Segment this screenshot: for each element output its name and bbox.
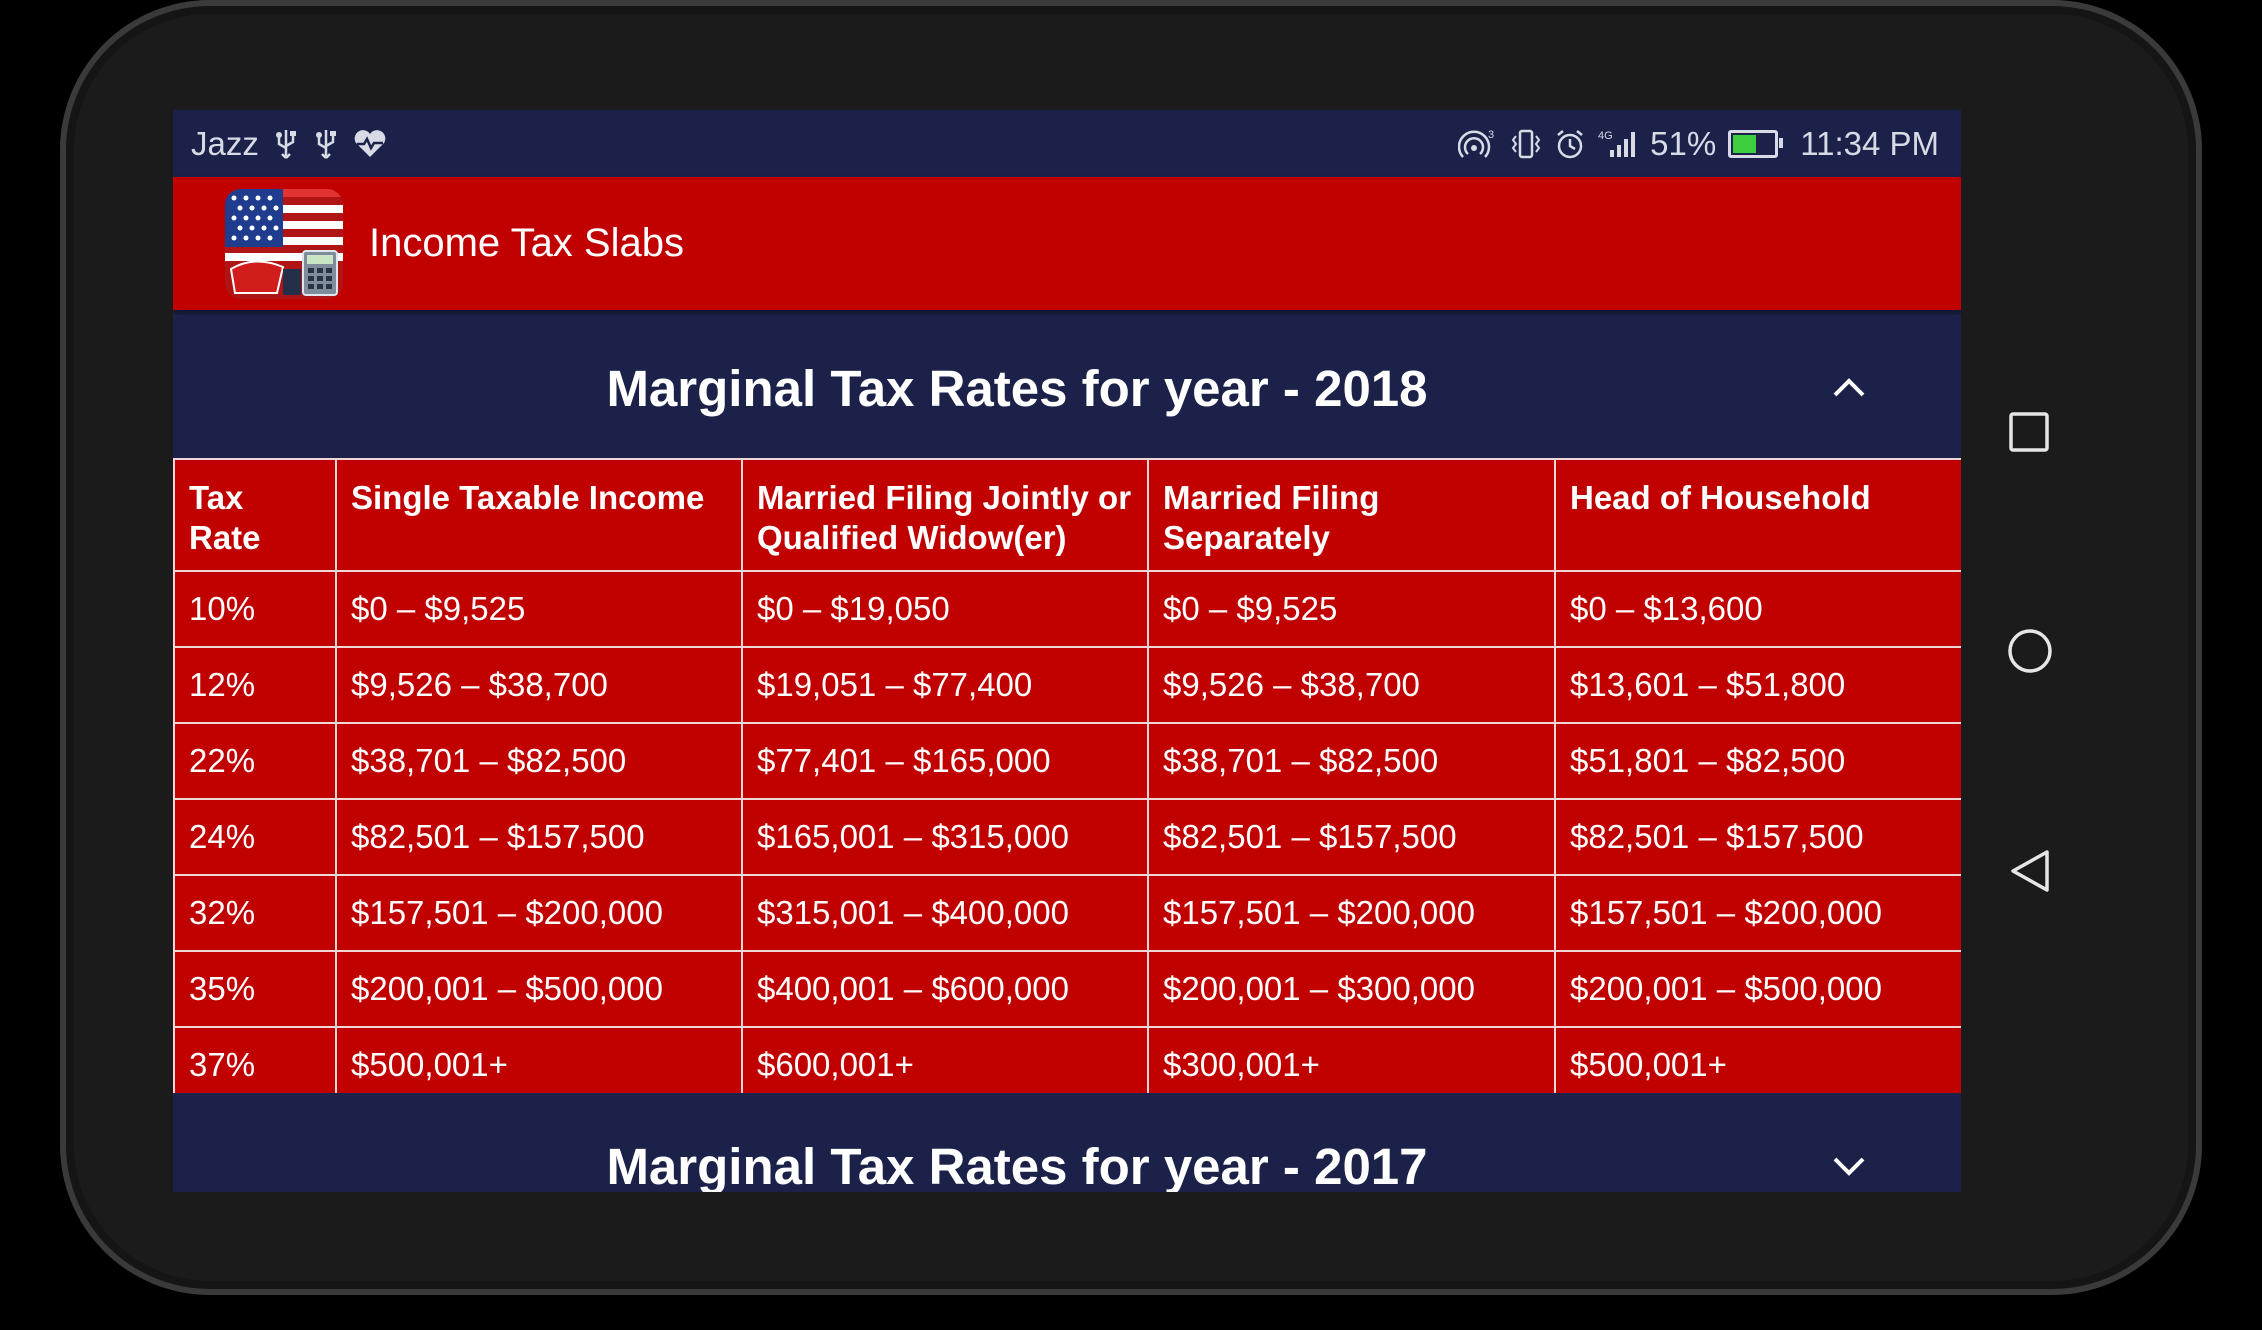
table-cell: 37% [173,1026,337,1104]
table-cell: 35% [173,950,337,1028]
header-single: Single Taxable Income [335,458,743,572]
chevron-up-icon[interactable] [1829,367,1869,407]
table-cell: $157,501 – $200,000 [1554,874,1961,952]
table-row: 35% $200,001 – $500,000 $400,001 – $600,… [173,950,1961,1028]
table-cell: $13,601 – $51,800 [1554,646,1961,724]
table-cell: $200,001 – $500,000 [1554,950,1961,1028]
clock: 11:34 PM [1800,125,1939,162]
header-tax-rate: Tax Rate [173,458,337,572]
table-cell: $9,526 – $38,700 [335,646,743,724]
table-row: 10% $0 – $9,525 $0 – $19,050 $0 – $9,525… [173,570,1961,648]
table-cell: $400,001 – $600,000 [741,950,1149,1028]
battery-icon [1728,130,1784,158]
section-title: Marginal Tax Rates for year - 2018 [606,360,1428,417]
header-married-jointly: Married Filing Jointly or Qualified Wido… [741,458,1149,572]
signal-icon: 4G [1598,127,1638,161]
chevron-down-icon[interactable] [1829,1145,1869,1185]
table-cell: 10% [173,570,337,648]
table-row: 32% $157,501 – $200,000 $315,001 – $400,… [173,874,1961,952]
app-bar: Income Tax Slabs [173,177,1961,310]
table-cell: $500,001+ [335,1026,743,1104]
battery-percent: 51% [1650,125,1717,162]
table-header-row: Tax Rate Single Taxable Income Married F… [173,458,1961,572]
table-cell: $82,501 – $157,500 [335,798,743,876]
table-cell: 12% [173,646,337,724]
alarm-icon [1554,127,1586,161]
table-cell: $38,701 – $82,500 [1147,722,1556,800]
table-cell: $315,001 – $400,000 [741,874,1149,952]
hotspot-icon: 3 [1458,127,1498,161]
table-cell: $9,526 – $38,700 [1147,646,1556,724]
table-cell: $51,801 – $82,500 [1554,722,1961,800]
table-cell: $0 – $19,050 [741,570,1149,648]
table-cell: $77,401 – $165,000 [741,722,1149,800]
table-cell: $200,001 – $300,000 [1147,950,1556,1028]
section-header-2017[interactable]: Marginal Tax Rates for year - 2017 [173,1093,1961,1192]
navigation-bar [1962,110,2092,1192]
table-cell: $19,051 – $77,400 [741,646,1149,724]
recents-button[interactable] [2007,410,2051,459]
status-bar: Jazz 3 4G 51% [173,110,1961,177]
screen: Jazz 3 4G 51% [173,110,1961,1192]
table-cell: 24% [173,798,337,876]
table-cell: $157,501 – $200,000 [335,874,743,952]
usb-icon [273,127,299,161]
app-title: Income Tax Slabs [369,221,684,265]
app-logo [225,189,343,299]
table-cell: 32% [173,874,337,952]
back-button[interactable] [2007,848,2053,899]
table-cell: $600,001+ [741,1026,1149,1104]
table-cell: $165,001 – $315,000 [741,798,1149,876]
table-cell: $157,501 – $200,000 [1147,874,1556,952]
table-cell: $0 – $9,525 [1147,570,1556,648]
table-cell: $200,001 – $500,000 [335,950,743,1028]
table-cell: $38,701 – $82,500 [335,722,743,800]
table-cell: $0 – $9,525 [335,570,743,648]
table-cell: 22% [173,722,337,800]
section-title: Marginal Tax Rates for year - 2017 [606,1138,1428,1192]
svg-text:4G: 4G [1598,130,1613,142]
carrier-name: Jazz [191,125,259,162]
heart-rate-icon [353,127,387,161]
table-row: 12% $9,526 – $38,700 $19,051 – $77,400 $… [173,646,1961,724]
header-married-separately: Married Filing Separately [1147,458,1556,572]
table-cell: $0 – $13,600 [1554,570,1961,648]
table-cell: $82,501 – $157,500 [1554,798,1961,876]
header-head-of-household: Head of Household [1554,458,1961,572]
table-row: 37% $500,001+ $600,001+ $300,001+ $500,0… [173,1026,1961,1104]
table-cell: $82,501 – $157,500 [1147,798,1556,876]
tax-rate-table: Tax Rate Single Taxable Income Married F… [173,458,1961,1104]
table-cell: $500,001+ [1554,1026,1961,1104]
table-row: 22% $38,701 – $82,500 $77,401 – $165,000… [173,722,1961,800]
usb-icon [313,127,339,161]
section-header-2018[interactable]: Marginal Tax Rates for year - 2018 [173,315,1961,458]
vibrate-icon [1510,127,1542,161]
home-button[interactable] [2007,628,2053,679]
svg-text:3: 3 [1488,129,1494,141]
table-row: 24% $82,501 – $157,500 $165,001 – $315,0… [173,798,1961,876]
table-cell: $300,001+ [1147,1026,1556,1104]
